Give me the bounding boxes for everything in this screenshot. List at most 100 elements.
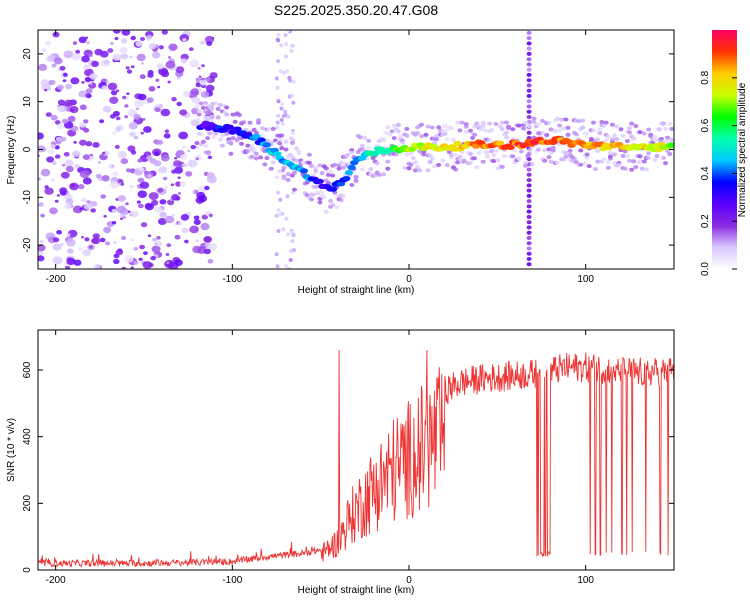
- ridge-halo: [607, 154, 613, 159]
- ridge-halo: [499, 120, 505, 125]
- noise-blob: [50, 114, 58, 121]
- noise-blob: [276, 38, 281, 43]
- ridge-halo: [521, 126, 526, 131]
- noise-blob: [160, 154, 170, 162]
- noise-blob: [167, 199, 175, 206]
- noise-blob: [204, 35, 215, 44]
- noise-blob: [89, 153, 93, 157]
- noise-blob: [75, 49, 81, 54]
- noise-blob: [526, 41, 532, 46]
- ridge-halo: [345, 153, 350, 158]
- noise-blob: [134, 99, 144, 108]
- noise-blob: [83, 119, 89, 124]
- ridge-halo: [574, 132, 579, 137]
- ridge-halo: [381, 172, 387, 177]
- ridge-halo: [194, 104, 200, 109]
- noise-blob: [46, 54, 56, 63]
- ridge-halo: [470, 135, 476, 140]
- ridge-halo: [421, 152, 427, 157]
- ridge-halo: [306, 152, 312, 157]
- ridge-halo: [402, 166, 408, 170]
- ridge-halo: [610, 137, 615, 142]
- ridge-halo: [504, 135, 509, 140]
- noise-blob: [66, 257, 76, 265]
- ridge-halo: [516, 157, 522, 162]
- noise-blob: [73, 259, 82, 266]
- ridge-halo: [493, 148, 499, 153]
- noise-blob: [81, 236, 84, 239]
- spectrogram-x-tick-label: -200: [46, 274, 66, 285]
- noise-blob: [57, 105, 67, 113]
- ridge-halo: [489, 149, 495, 154]
- ridge-halo: [404, 133, 410, 138]
- ridge-halo: [270, 160, 276, 165]
- noise-blob: [151, 245, 161, 253]
- noise-blob: [526, 172, 532, 177]
- noise-blob: [180, 58, 188, 64]
- ridge-halo: [631, 159, 637, 164]
- ridge-halo: [468, 128, 473, 133]
- colorbar-axes: 0.0 0.2 0.4 0.6 0.8: [700, 70, 737, 276]
- noise-blob: [49, 207, 58, 215]
- noise-blob: [138, 203, 144, 209]
- noise-blob: [526, 193, 532, 198]
- ridge-segment: [495, 140, 505, 146]
- noise-blob: [64, 203, 72, 210]
- ridge-halo: [540, 118, 546, 123]
- ridge-halo: [563, 154, 569, 159]
- noise-blob: [72, 150, 81, 158]
- noise-blob: [57, 99, 66, 106]
- ridge-halo: [646, 127, 652, 132]
- colorbar-tick-label: 0.0: [700, 262, 711, 276]
- ridge-halo: [311, 173, 317, 177]
- noise-blob: [50, 178, 55, 182]
- noise-blob: [78, 184, 85, 190]
- noise-blob: [102, 151, 106, 155]
- noise-blob: [70, 77, 80, 85]
- ridge-halo: [207, 131, 213, 136]
- ridge-halo: [516, 123, 522, 128]
- noise-blob: [284, 54, 288, 59]
- noise-blob: [195, 239, 200, 243]
- noise-blob: [160, 70, 170, 78]
- ridge-halo: [228, 141, 234, 146]
- ridge-halo: [489, 127, 495, 132]
- noise-blob: [196, 146, 200, 149]
- noise-blob: [135, 107, 140, 111]
- noise-blob: [62, 79, 67, 83]
- ridge-halo: [277, 141, 283, 146]
- noise-blob: [285, 232, 290, 237]
- ridge-halo: [362, 135, 367, 140]
- ridge-halo: [652, 134, 658, 139]
- noise-blob: [147, 234, 152, 237]
- noise-blob: [196, 117, 201, 122]
- noise-blob: [112, 240, 117, 245]
- ridge-halo: [440, 129, 446, 133]
- colorbar-tick-label: 0.8: [700, 70, 711, 84]
- noise-blob: [280, 102, 285, 107]
- noise-blob: [137, 190, 148, 198]
- noise-blob: [276, 113, 281, 118]
- ridge-halo: [260, 126, 266, 131]
- noise-blob: [526, 83, 532, 88]
- noise-blob: [526, 204, 532, 209]
- noise-blob: [187, 159, 198, 168]
- noise-blob: [54, 120, 61, 125]
- noise-blob: [185, 171, 193, 177]
- ridge-halo: [239, 141, 244, 146]
- ridge-halo: [567, 148, 573, 153]
- ridge-halo: [366, 146, 372, 150]
- ridge-halo: [215, 106, 221, 111]
- noise-blob: [526, 72, 532, 77]
- ridge-halo: [595, 159, 601, 164]
- snr-y-label: SNR (10 * v/v): [6, 418, 17, 482]
- ridge-halo: [266, 127, 272, 132]
- noise-blob: [154, 206, 163, 213]
- noise-blob: [159, 211, 167, 218]
- noise-blob: [276, 99, 281, 104]
- spectrogram-x-tick-label: 100: [577, 274, 594, 285]
- ridge-halo: [588, 136, 594, 141]
- noise-blob: [193, 189, 199, 195]
- noise-blob: [171, 169, 177, 174]
- noise-blob: [99, 119, 105, 124]
